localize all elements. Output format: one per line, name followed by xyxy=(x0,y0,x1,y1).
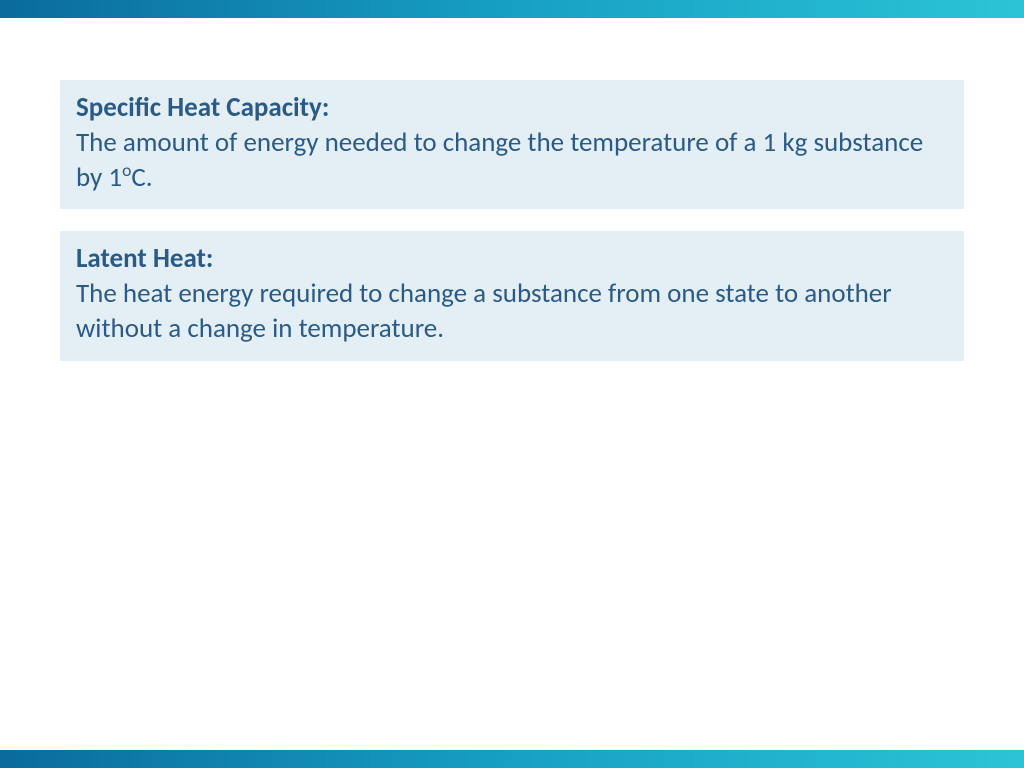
definition-text-part1: The amount of energy needed to change th… xyxy=(76,126,923,194)
definition-text-part2: C. xyxy=(131,161,152,194)
term-label: Specific Heat Capacity: xyxy=(76,91,329,124)
slide-content: Specific Heat Capacity: The amount of en… xyxy=(0,18,1024,361)
definition-text: The heat energy required to change a sub… xyxy=(76,277,892,345)
definition-box-specific-heat: Specific Heat Capacity: The amount of en… xyxy=(60,80,964,209)
definition-text: The amount of energy needed to change th… xyxy=(76,126,923,194)
superscript: o xyxy=(122,159,131,181)
top-accent-bar xyxy=(0,0,1024,18)
bottom-accent-bar xyxy=(0,750,1024,768)
definition-text-part1: The heat energy required to change a sub… xyxy=(76,277,892,345)
term-label: Latent Heat: xyxy=(76,242,213,275)
definition-box-latent-heat: Latent Heat: The heat energy required to… xyxy=(60,231,964,360)
